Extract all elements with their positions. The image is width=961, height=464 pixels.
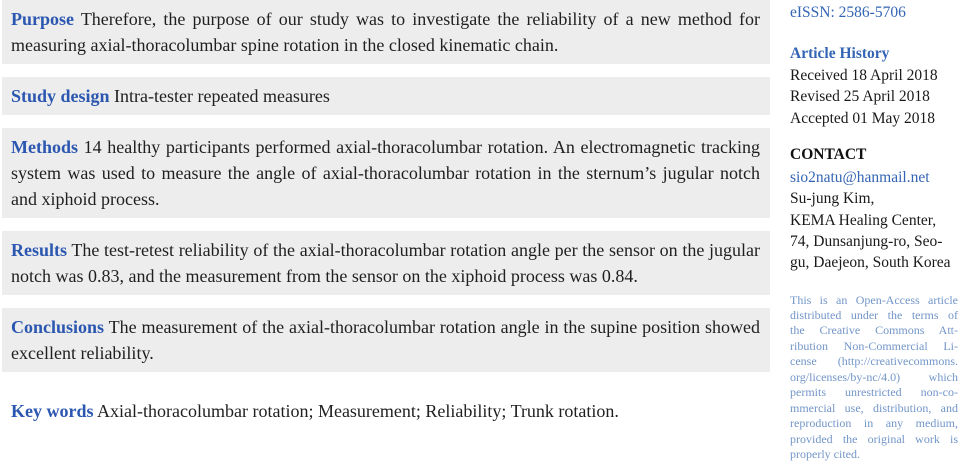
section-text-study-design: Intra-tester repeated measures (114, 86, 330, 106)
article-history-heading: Article History (790, 45, 890, 62)
article-history-entries: Received 18 April 2018 Revised 25 April 2… (790, 67, 938, 127)
abstract-section-results: Results The test-retest reliability of t… (2, 231, 770, 295)
section-label-methods: Methods (11, 137, 78, 157)
article-info-sidebar: eISSN: 2586-5706 Article History Receive… (790, 0, 961, 464)
open-access-license-note: This is an Open-Access article distribute… (790, 292, 958, 462)
section-label-purpose: Purpose (11, 9, 74, 29)
abstract-section-methods: Methods 14 healthy participants performe… (2, 128, 770, 218)
section-label-conclusions: Conclusions (11, 317, 105, 337)
section-label-study-design: Study design (11, 86, 110, 106)
abstract-section-purpose: Purpose Therefore, the purpose of our st… (2, 0, 770, 64)
section-label-results: Results (11, 240, 68, 260)
section-text-methods: 14 healthy participants performed axial-… (11, 137, 760, 209)
section-text-results: The test-retest reliability of the axial… (11, 240, 760, 286)
article-history-section: Article History Received 18 April 2018 Re… (790, 44, 961, 129)
contact-heading: CONTACT (790, 145, 867, 163)
abstract-section-study-design: Study design Intra-tester repeated measu… (2, 77, 770, 115)
contact-address: Su-jung Kim, KEMA Healing Center, 74, Duns… (790, 190, 951, 272)
abstract-section-conclusions: Conclusions The measurement of the axial… (2, 308, 770, 372)
abstract-column: Purpose Therefore, the purpose of our st… (2, 0, 770, 424)
keywords-text: Axial-thoracolumbar rotation; Measuremen… (97, 401, 619, 421)
keywords-row: Key words Axial-thoracolumbar rotation; … (2, 398, 770, 424)
keywords-label: Key words (11, 401, 94, 421)
section-text-purpose: Therefore, the purpose of our study was … (11, 9, 760, 55)
eissn-text: eISSN: 2586-5706 (790, 4, 906, 21)
contact-email-link[interactable]: sio2natu@hanmail.net (790, 168, 930, 186)
contact-section: CONTACT sio2natu@hanmail.net Su-jung Kim… (790, 145, 961, 274)
section-text-conclusions: The measurement of the axial-thoracolumb… (11, 317, 760, 363)
